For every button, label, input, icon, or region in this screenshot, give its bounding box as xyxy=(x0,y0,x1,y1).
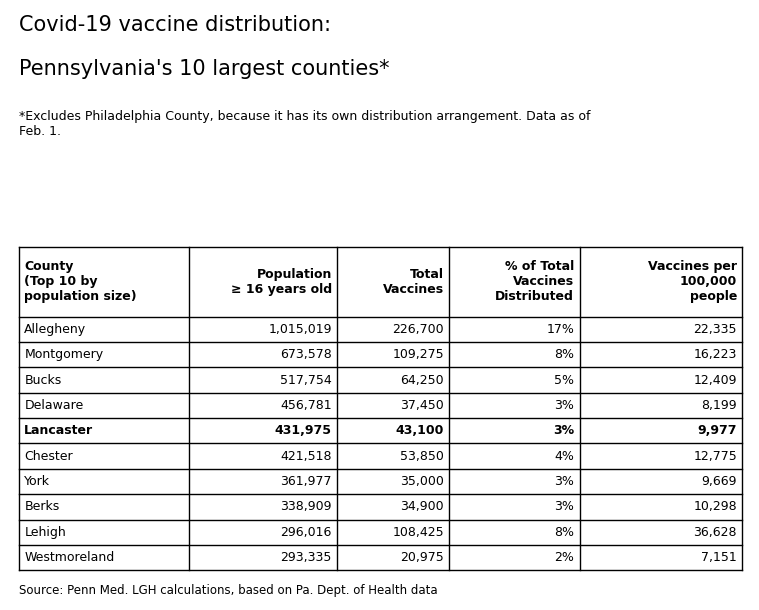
Text: 3%: 3% xyxy=(553,425,575,437)
Text: 7,151: 7,151 xyxy=(701,551,737,564)
Text: 5%: 5% xyxy=(554,373,575,387)
Text: 43,100: 43,100 xyxy=(395,425,444,437)
Text: Source: Penn Med. LGH calculations, based on Pa. Dept. of Health data: Source: Penn Med. LGH calculations, base… xyxy=(19,584,438,597)
Text: 34,900: 34,900 xyxy=(401,500,444,514)
Text: Montgomery: Montgomery xyxy=(24,348,103,361)
Text: 12,409: 12,409 xyxy=(694,373,737,387)
Text: Westmoreland: Westmoreland xyxy=(24,551,115,564)
Text: 456,781: 456,781 xyxy=(280,399,332,412)
Text: 673,578: 673,578 xyxy=(280,348,332,361)
Text: 296,016: 296,016 xyxy=(281,526,332,539)
Text: % of Total
Vaccines
Distributed: % of Total Vaccines Distributed xyxy=(496,260,575,303)
Text: 22,335: 22,335 xyxy=(694,323,737,336)
Text: 8%: 8% xyxy=(554,526,575,539)
Text: Bucks: Bucks xyxy=(24,373,61,387)
Text: 8%: 8% xyxy=(554,348,575,361)
Text: 361,977: 361,977 xyxy=(280,475,332,488)
Text: 35,000: 35,000 xyxy=(400,475,444,488)
Text: 293,335: 293,335 xyxy=(281,551,332,564)
Text: Population
≥ 16 years old: Population ≥ 16 years old xyxy=(231,268,332,296)
Text: Chester: Chester xyxy=(24,450,73,462)
Text: York: York xyxy=(24,475,50,488)
Text: Lancaster: Lancaster xyxy=(24,425,93,437)
Text: Berks: Berks xyxy=(24,500,59,514)
Text: *Excludes Philadelphia County, because it has its own distribution arrangement. : *Excludes Philadelphia County, because i… xyxy=(19,110,591,138)
Text: 226,700: 226,700 xyxy=(392,323,444,336)
Text: 421,518: 421,518 xyxy=(280,450,332,462)
Text: Delaware: Delaware xyxy=(24,399,83,412)
Text: 3%: 3% xyxy=(554,399,575,412)
Text: Total
Vaccines: Total Vaccines xyxy=(383,268,444,296)
Text: County
(Top 10 by
population size): County (Top 10 by population size) xyxy=(24,260,137,303)
Text: 3%: 3% xyxy=(554,475,575,488)
Text: 2%: 2% xyxy=(554,551,575,564)
Text: 109,275: 109,275 xyxy=(392,348,444,361)
Text: 20,975: 20,975 xyxy=(400,551,444,564)
Text: 431,975: 431,975 xyxy=(275,425,332,437)
Text: 10,298: 10,298 xyxy=(694,500,737,514)
Text: 4%: 4% xyxy=(554,450,575,462)
Text: 338,909: 338,909 xyxy=(280,500,332,514)
Text: 17%: 17% xyxy=(546,323,575,336)
Text: 517,754: 517,754 xyxy=(280,373,332,387)
Text: 53,850: 53,850 xyxy=(400,450,444,462)
Text: 37,450: 37,450 xyxy=(400,399,444,412)
Text: 9,669: 9,669 xyxy=(701,475,737,488)
Text: 1,015,019: 1,015,019 xyxy=(269,323,332,336)
Text: 12,775: 12,775 xyxy=(693,450,737,462)
Text: Allegheny: Allegheny xyxy=(24,323,87,336)
Text: 64,250: 64,250 xyxy=(401,373,444,387)
Text: Pennsylvania's 10 largest counties*: Pennsylvania's 10 largest counties* xyxy=(19,59,389,79)
Text: 16,223: 16,223 xyxy=(694,348,737,361)
Text: 8,199: 8,199 xyxy=(701,399,737,412)
Text: 3%: 3% xyxy=(554,500,575,514)
Text: Lehigh: Lehigh xyxy=(24,526,66,539)
Text: 108,425: 108,425 xyxy=(392,526,444,539)
Text: Covid-19 vaccine distribution:: Covid-19 vaccine distribution: xyxy=(19,15,331,35)
Text: 36,628: 36,628 xyxy=(694,526,737,539)
Text: 9,977: 9,977 xyxy=(698,425,737,437)
Text: Vaccines per
100,000
people: Vaccines per 100,000 people xyxy=(648,260,737,303)
